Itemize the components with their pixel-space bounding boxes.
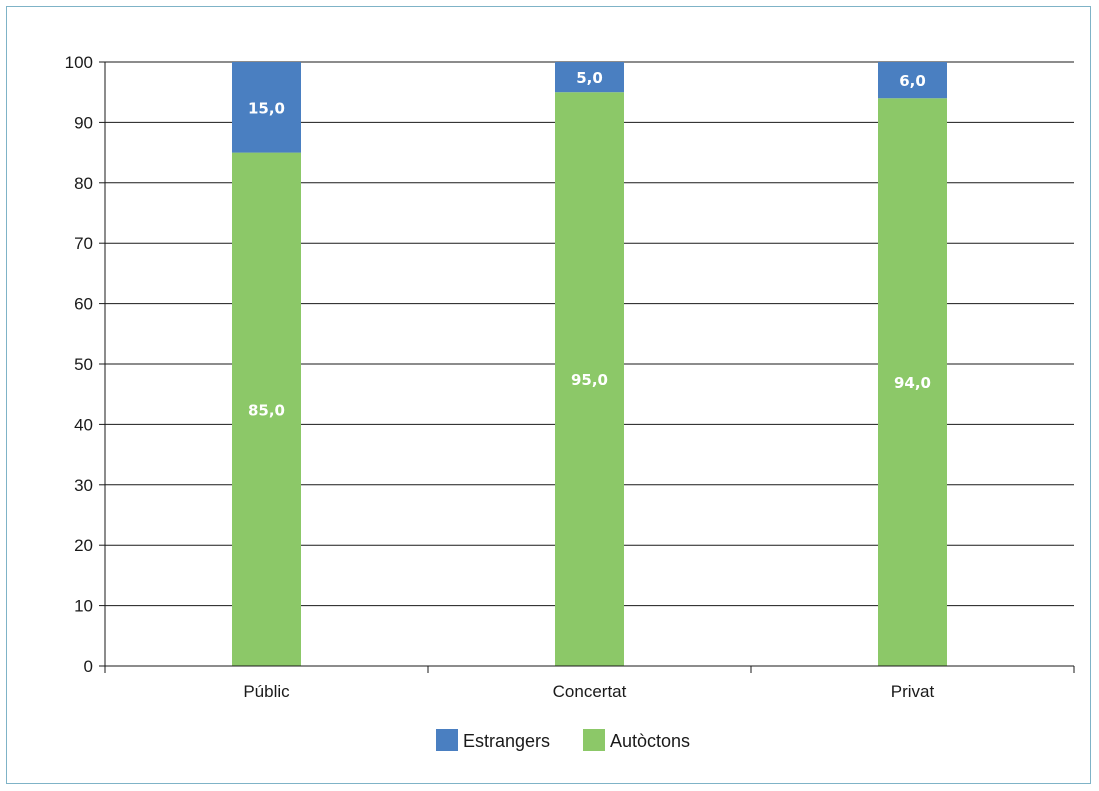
legend-swatch: [436, 729, 458, 751]
bar-estrangers: [232, 62, 301, 153]
bar-autoctons: [878, 98, 947, 667]
y-tick-label: 70: [74, 234, 93, 253]
y-tick-label: 100: [65, 53, 93, 72]
data-label: 15,0: [248, 99, 285, 117]
bar-autoctons: [555, 92, 624, 666]
data-label: 85,0: [248, 401, 285, 419]
legend-label: Estrangers: [463, 731, 550, 751]
x-tick-label: Concertat: [553, 682, 627, 701]
x-tick-label: Privat: [891, 682, 935, 701]
x-tick-label: Públic: [243, 682, 290, 701]
bar-autoctons: [232, 152, 301, 667]
y-tick-label: 0: [84, 657, 93, 676]
y-tick-label: 30: [74, 476, 93, 495]
legend-swatch: [583, 729, 605, 751]
data-label: 95,0: [571, 371, 608, 389]
bar-estrangers: [878, 62, 947, 99]
y-tick-label: 20: [74, 536, 93, 555]
y-tick-label: 80: [74, 174, 93, 193]
bars: [232, 62, 947, 667]
y-tick-label: 40: [74, 415, 93, 434]
data-label: 6,0: [899, 72, 926, 90]
y-tick-label: 10: [74, 597, 93, 616]
data-label: 5,0: [576, 69, 603, 87]
legend-label: Autòctons: [610, 731, 690, 751]
y-tick-label: 90: [74, 113, 93, 132]
data-label: 94,0: [894, 374, 931, 392]
y-tick-label: 60: [74, 295, 93, 314]
stacked-bar-chart: 0 10 20 30 40 50 60 70 80 90 100 Públic Concertat Pri…: [65, 53, 1075, 751]
chart-frame: 0 10 20 30 40 50 60 70 80 90 100 Públic Concertat Pri…: [6, 6, 1091, 784]
legend: Estrangers Autòctons: [436, 729, 690, 751]
data-labels: 85,0 15,0 95,0 5,0 94,0 6,0: [248, 69, 931, 419]
axes: 0 10 20 30 40 50 60 70 80 90 100 Públic Concertat Pri…: [65, 53, 1075, 701]
y-tick-label: 50: [74, 355, 93, 374]
bar-estrangers: [555, 62, 624, 93]
